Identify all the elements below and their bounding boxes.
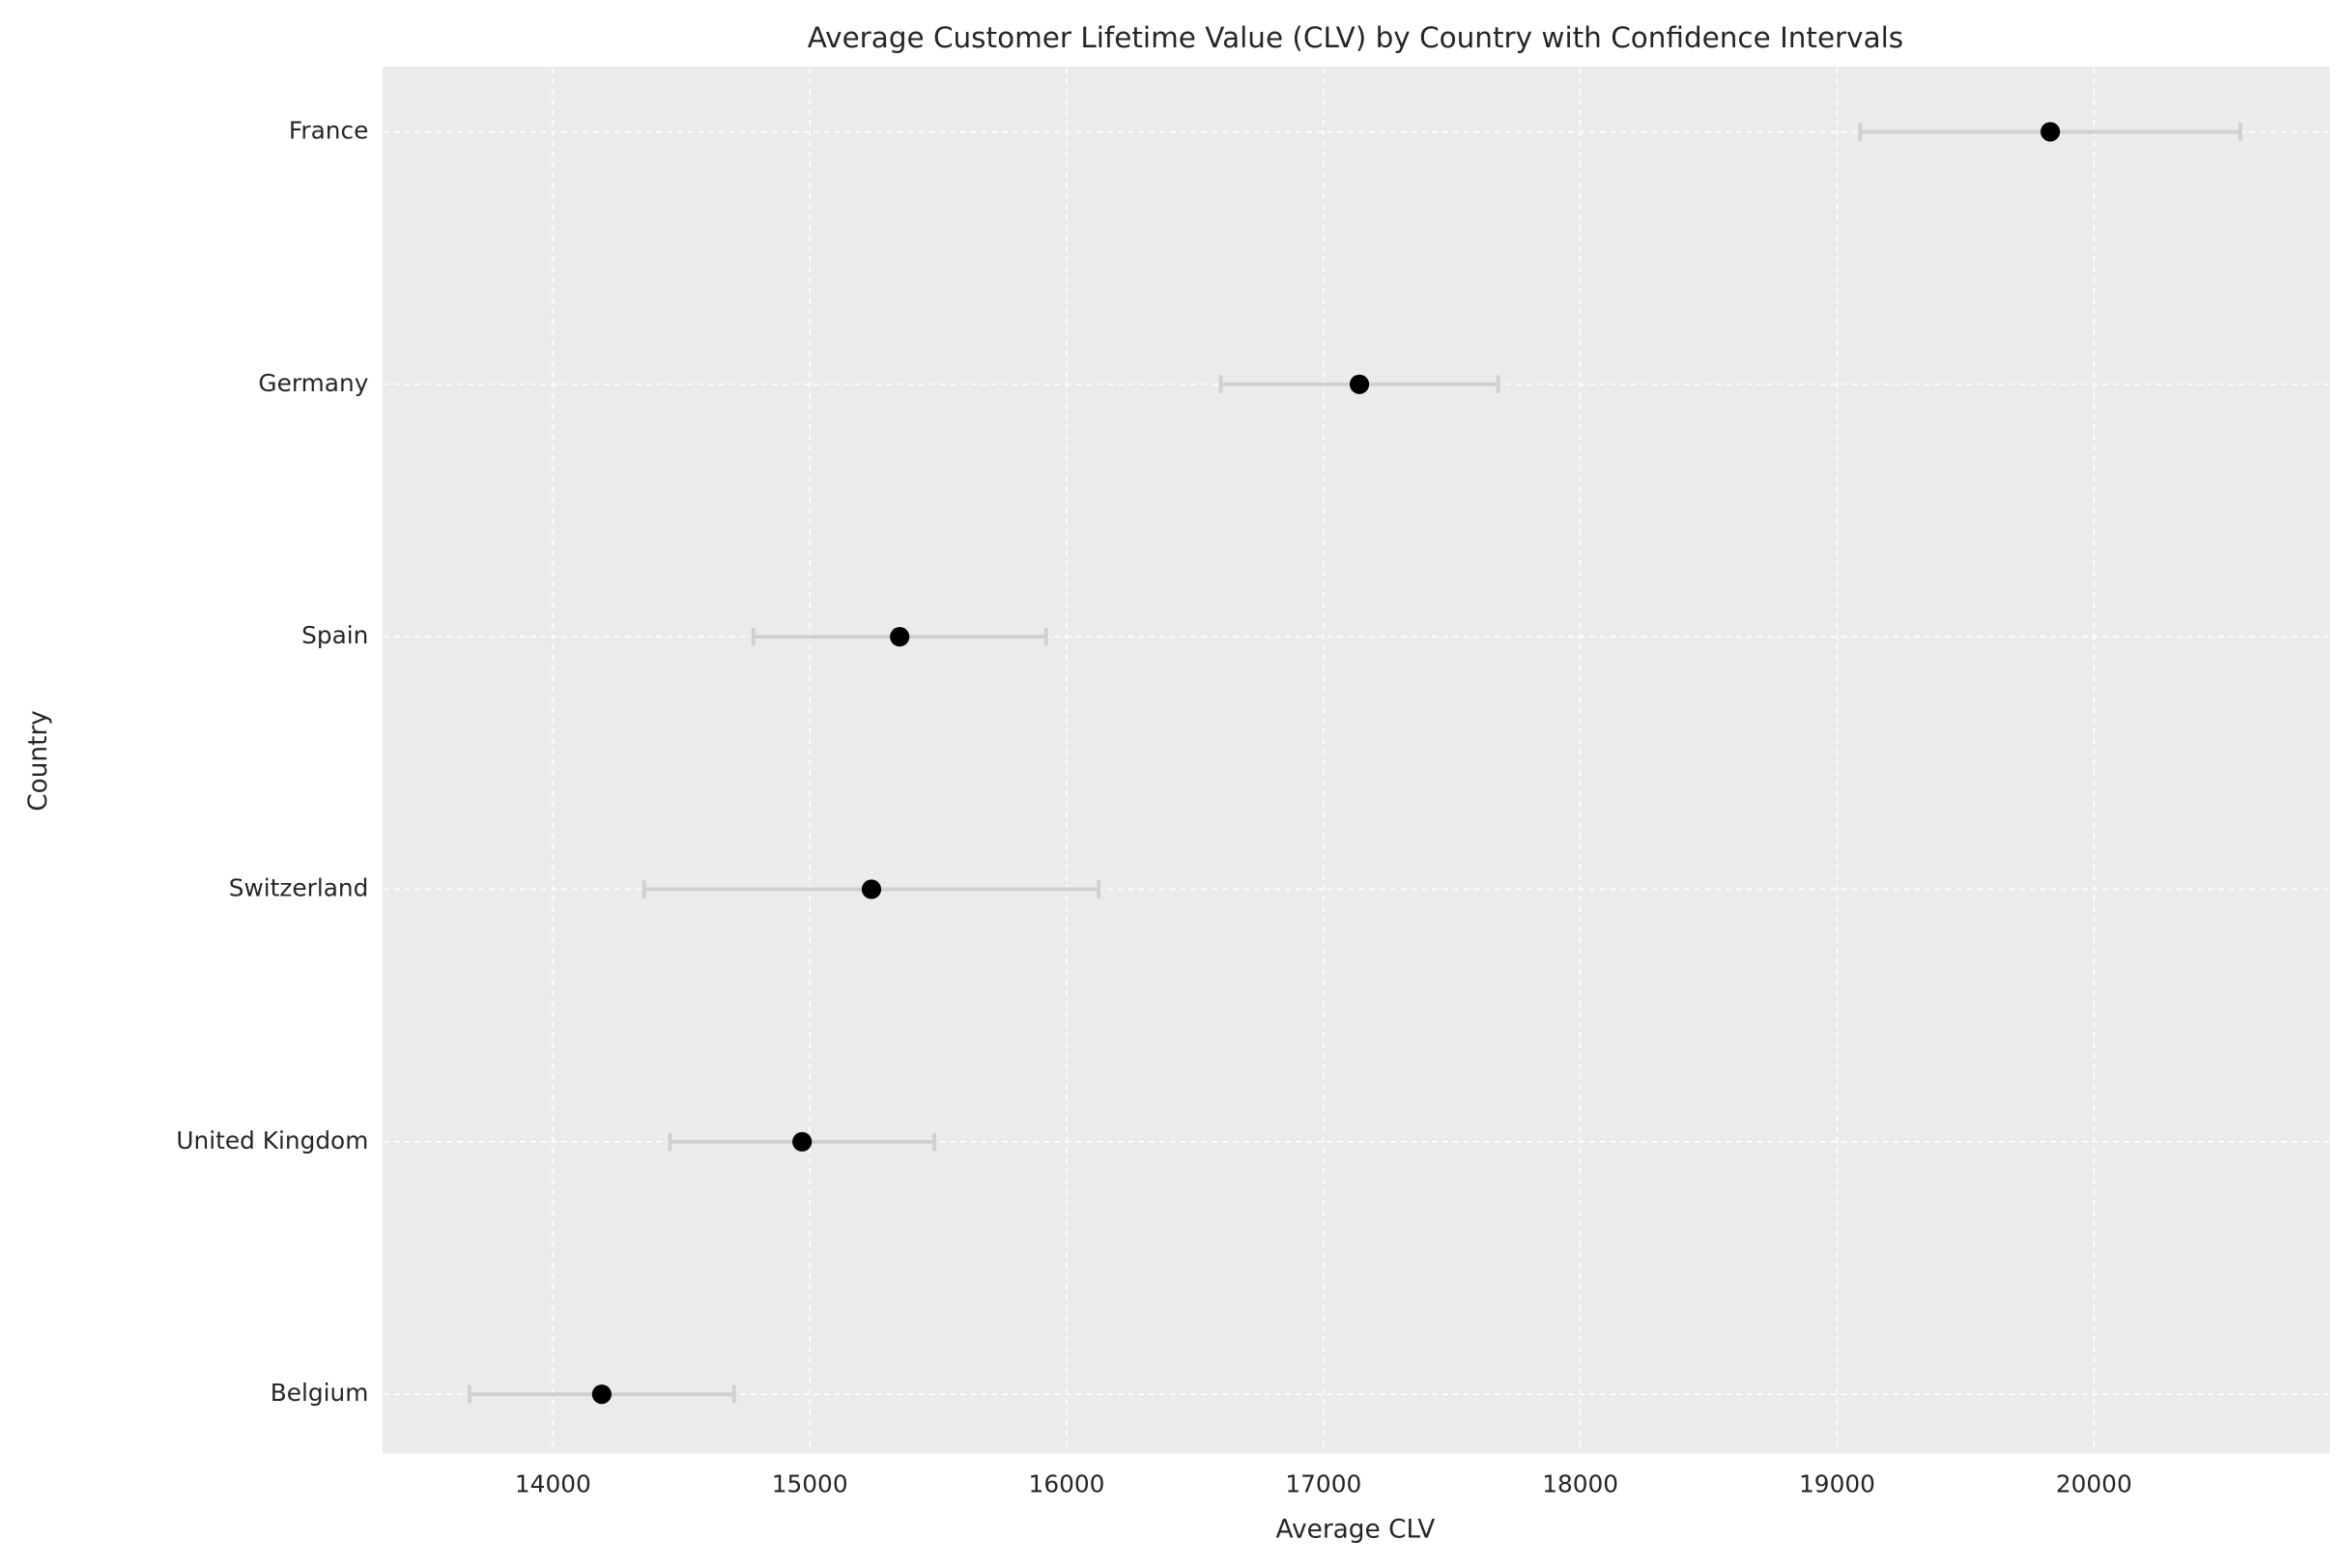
plot-area (383, 67, 2329, 1453)
point (861, 879, 882, 899)
point (591, 1384, 612, 1405)
y-tick-label: Belgium (271, 1379, 369, 1407)
x-tick-label: 14000 (515, 1470, 591, 1498)
x-tick-label: 16000 (1029, 1470, 1105, 1498)
x-tick-label: 17000 (1285, 1470, 1361, 1498)
x-tick-label: 15000 (772, 1470, 848, 1498)
y-axis-label: Country (24, 710, 53, 812)
y-tick-label: Spain (301, 621, 368, 649)
point (2041, 122, 2061, 142)
y-tick-label: France (289, 116, 368, 144)
y-tick-label: Switzerland (229, 873, 369, 901)
point (890, 627, 910, 647)
point (792, 1131, 813, 1152)
y-tick-label: Germany (258, 369, 368, 397)
y-tick-label: United Kingdom (176, 1126, 368, 1155)
x-tick-label: 20000 (2056, 1470, 2132, 1498)
x-tick-label: 19000 (1799, 1470, 1875, 1498)
chart-title: Average Customer Lifetime Value (CLV) by… (808, 21, 1903, 54)
x-axis-label: Average CLV (1276, 1516, 1436, 1545)
plot-frame (383, 66, 2330, 1454)
point (1349, 374, 1370, 394)
x-tick-label: 18000 (1542, 1470, 1618, 1498)
